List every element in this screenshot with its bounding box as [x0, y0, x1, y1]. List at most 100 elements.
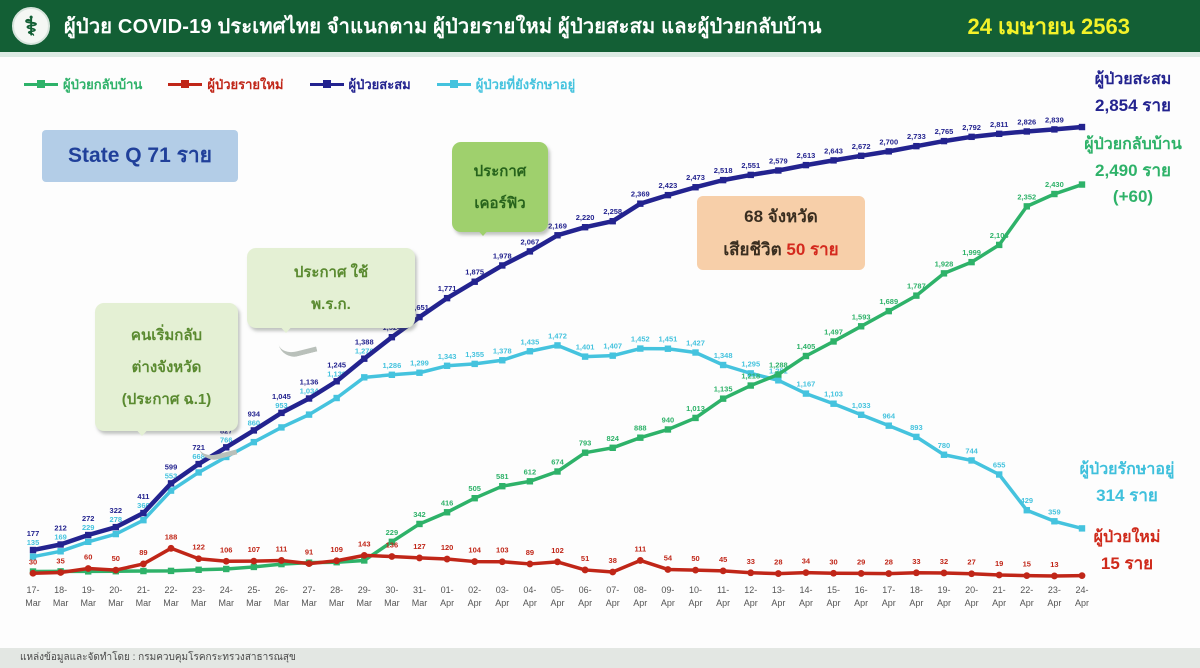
value-label: 50 — [691, 554, 699, 563]
data-point — [719, 176, 727, 184]
value-label: 188 — [165, 532, 178, 541]
value-label: 1,033 — [852, 401, 871, 410]
provinces-deaths-callout: 68 จังหวัด เสียชีวิต 50 ราย — [697, 196, 865, 270]
value-label: 1,295 — [741, 359, 760, 368]
svg-text:01-: 01- — [441, 585, 454, 595]
value-label: 1,928 — [935, 259, 954, 268]
data-point — [912, 569, 920, 577]
data-point — [1023, 128, 1030, 135]
data-point — [333, 394, 340, 402]
data-point — [526, 348, 534, 355]
header-bar: ⚕ ผู้ป่วย COVID-19 ประเทศไทย จำแนกตาม ผู… — [0, 0, 1200, 52]
value-label: 655 — [993, 461, 1006, 470]
data-point — [664, 345, 672, 352]
value-label: 2,579 — [769, 156, 788, 165]
data-point — [940, 451, 948, 458]
legend-item: ผู้ป่วยกลับบ้าน — [24, 74, 142, 95]
value-label: 1,136 — [300, 377, 319, 386]
value-label: 2,473 — [686, 173, 705, 182]
series-new — [29, 544, 1086, 580]
value-label: 229 — [386, 528, 399, 537]
data-point — [609, 568, 617, 576]
data-point — [968, 570, 975, 578]
svg-text:18-: 18- — [54, 585, 67, 595]
svg-text:Mar: Mar — [136, 598, 152, 608]
value-label: 2,108 — [990, 231, 1009, 240]
data-point — [471, 495, 478, 502]
svg-text:31-: 31- — [413, 585, 426, 595]
data-point — [416, 369, 423, 376]
data-point — [112, 566, 120, 574]
data-point — [940, 569, 948, 577]
value-label: 860 — [248, 418, 261, 427]
data-point — [995, 471, 1003, 478]
svg-text:27-: 27- — [303, 585, 316, 595]
value-label: 416 — [441, 498, 454, 507]
svg-text:22-: 22- — [1020, 585, 1033, 595]
data-point — [940, 137, 948, 145]
svg-text:Apr: Apr — [827, 598, 841, 608]
value-label: 342 — [413, 510, 426, 519]
value-label: 143 — [358, 539, 371, 548]
svg-text:10-: 10- — [689, 585, 702, 595]
page-title: ผู้ป่วย COVID-19 ประเทศไทย จำแนกตาม ผู้ป… — [64, 16, 822, 38]
value-label: 2,369 — [631, 190, 650, 199]
value-label: 91 — [305, 548, 313, 557]
svg-text:Mar: Mar — [108, 598, 124, 608]
value-label: 2,792 — [962, 123, 981, 132]
value-label: 106 — [220, 545, 233, 554]
value-label: 2,169 — [548, 221, 567, 230]
svg-text:05-: 05- — [551, 585, 564, 595]
svg-text:21-: 21- — [993, 585, 1006, 595]
svg-text:Apr: Apr — [799, 598, 813, 608]
data-point — [499, 262, 506, 269]
legend-marker-icon — [436, 80, 471, 88]
data-point — [747, 382, 754, 389]
value-label: 1,771 — [438, 284, 457, 293]
value-label: 33 — [747, 557, 755, 566]
data-point — [29, 546, 37, 554]
value-label: 1,167 — [797, 380, 816, 389]
value-label: 940 — [662, 415, 675, 424]
svg-text:30-: 30- — [385, 585, 398, 595]
value-label: 668 — [192, 452, 205, 461]
value-label: 19 — [995, 559, 1003, 568]
value-label: 1,435 — [521, 337, 540, 346]
value-label: 30 — [29, 557, 37, 566]
value-label: 1,405 — [797, 342, 816, 351]
data-point — [692, 184, 699, 191]
svg-text:Mar: Mar — [53, 598, 69, 608]
data-point — [857, 323, 865, 330]
svg-text:Apr: Apr — [633, 598, 647, 608]
data-point — [85, 538, 92, 546]
data-point — [636, 557, 644, 564]
value-label: 553 — [165, 471, 178, 480]
data-point — [499, 357, 506, 364]
value-label: 1,103 — [824, 390, 843, 399]
data-point — [775, 377, 782, 384]
data-point — [692, 349, 699, 356]
data-point — [830, 400, 837, 407]
svg-text:Apr: Apr — [937, 598, 951, 608]
value-label: 2,839 — [1045, 115, 1064, 124]
series-cumulative — [29, 123, 1086, 554]
data-point — [443, 294, 451, 302]
svg-text:11-: 11- — [717, 585, 729, 595]
legend-item: ผู้ป่วยที่ยังรักษาอยู่ — [436, 74, 575, 95]
data-point — [57, 541, 64, 548]
value-label: 89 — [139, 548, 147, 557]
legend-item: ผู้ป่วยรายใหม่ — [168, 74, 284, 95]
svg-text:20-: 20- — [965, 585, 978, 595]
data-point — [305, 395, 313, 402]
moph-logo-icon: ⚕ — [12, 7, 50, 45]
data-point — [857, 152, 865, 159]
value-label: 744 — [965, 446, 978, 455]
svg-text:Apr: Apr — [909, 598, 923, 608]
value-label: 1,355 — [465, 350, 484, 359]
value-label: 15 — [1023, 560, 1031, 569]
annotation-line: พ.ร.ก. — [311, 296, 351, 313]
value-label: 2,643 — [824, 146, 843, 155]
data-point — [195, 555, 203, 563]
value-label: 1,013 — [686, 404, 705, 413]
